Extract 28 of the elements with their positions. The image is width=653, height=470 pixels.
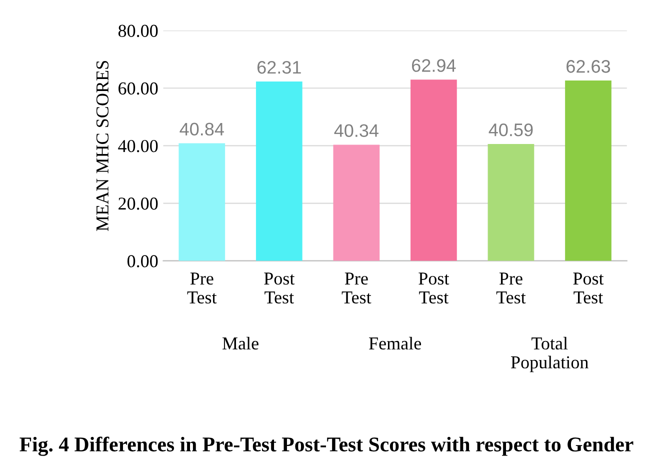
y-tick-label: 80.00 bbox=[118, 24, 158, 38]
text: Total Population bbox=[511, 336, 588, 372]
text: Fig. 4 Differences in Pre-Test Post-Test Scores with respect to Gender bbox=[20, 436, 634, 456]
x-tick-label: Pre Test bbox=[187, 272, 217, 304]
bar bbox=[178, 143, 226, 261]
bar bbox=[256, 81, 302, 261]
bar bbox=[333, 144, 380, 261]
text: Female bbox=[369, 336, 422, 350]
x-tick-label: Post Test bbox=[573, 272, 604, 304]
y-tick-label: 20.00 bbox=[118, 198, 158, 210]
data-label: 62.31 bbox=[257, 60, 301, 74]
y-tick-label: 40.00 bbox=[118, 140, 158, 152]
data-label: 62.63 bbox=[566, 60, 610, 73]
data-label: 62.94 bbox=[412, 59, 456, 72]
y-tick-label: 60.00 bbox=[118, 82, 158, 95]
text: Male bbox=[222, 336, 258, 350]
data-label: 40.34 bbox=[334, 124, 378, 137]
bar bbox=[488, 144, 534, 261]
x-tick-label: Pre Test bbox=[496, 272, 526, 304]
y-tick-label: 0.00 bbox=[127, 255, 158, 268]
data-label: 40.84 bbox=[180, 122, 224, 136]
x-tick-label: Post Test bbox=[264, 272, 295, 304]
bar bbox=[565, 80, 612, 261]
y-axis-title: MEAN MHC SCORES bbox=[96, 61, 109, 231]
data-label: 40.59 bbox=[488, 123, 533, 136]
x-tick-label: Post Test bbox=[418, 272, 450, 304]
x-tick-label: Pre Test bbox=[342, 272, 372, 304]
bar bbox=[410, 80, 457, 261]
